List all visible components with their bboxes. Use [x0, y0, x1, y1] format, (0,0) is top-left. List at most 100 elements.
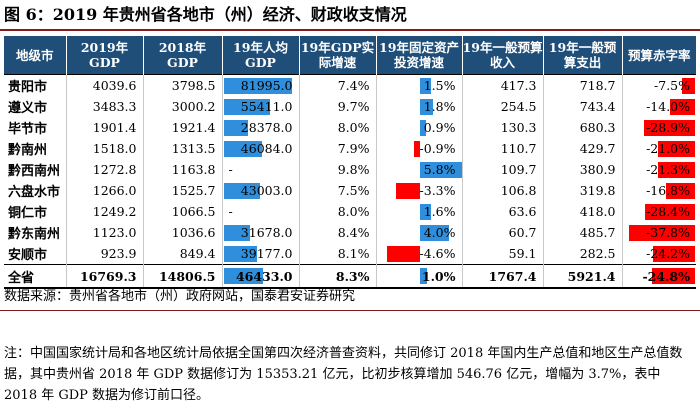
fai-value: -4.6% [419, 246, 456, 261]
revenue-value: 59.1 [462, 243, 544, 265]
deficit-bar [629, 225, 695, 241]
deficit-cell: -28.9% [622, 117, 696, 138]
expenditure-value: 418.0 [543, 201, 623, 222]
table-row: 遵义市 3483.3 3000.2 55411.0 9.7% 1.8% 254.5 743.4… [4, 96, 696, 117]
deficit-bar [658, 162, 695, 178]
gdp-2018-value: 1313.5 [143, 138, 223, 159]
deficit-value: -37.8% [646, 225, 690, 240]
gdp-growth-value: 7.5% [299, 180, 377, 201]
source-divider [0, 310, 700, 311]
title-divider [0, 29, 700, 31]
revenue-value: 60.7 [462, 222, 544, 243]
table-header-row: 地级市 2019年GDP 2018年GDP 19年人均GDP 19年GDP实际增… [4, 36, 696, 75]
deficit-cell: -21.3% [622, 159, 696, 180]
gdp-2019-value: 923.9 [66, 243, 144, 265]
col-header-deficit: 预算赤字率 [622, 36, 696, 75]
gdp-2018-value: 849.4 [143, 243, 223, 265]
deficit-value: -16.8% [646, 183, 690, 198]
figure-title: 图 6：2019 年贵州省各地市（州）经济、财政收支情况 [4, 5, 407, 24]
deficit-bar [666, 183, 695, 199]
col-header-fai: 19年固定资产投资增速 [376, 36, 463, 75]
gdp-2018-value: 1066.5 [143, 201, 223, 222]
gdp-growth-value: 8.0% [299, 117, 377, 138]
city-name: 黔西南州 [4, 159, 67, 180]
deficit-cell: -14.0% [622, 96, 696, 117]
expenditure-value: 319.8 [543, 180, 623, 201]
per-capita-cell: 28378.0 [222, 117, 300, 138]
deficit-cell: -24.2% [622, 243, 696, 265]
fai-value: 5.8% [423, 162, 456, 177]
col-header-per-capita: 19年人均GDP [222, 36, 300, 75]
expenditure-value: 718.7 [543, 74, 623, 96]
footnote: 注：中国国家统计局和各地区统计局依据全国第四次经济普查资料，共同修订 2018 … [4, 346, 683, 403]
fai-value: 1.8% [423, 99, 456, 114]
city-name: 全省 [4, 264, 67, 289]
gdp-growth-value: 8.1% [299, 243, 377, 265]
per-capita-value: 46433.0 [235, 268, 293, 284]
deficit-value: -24.2% [646, 246, 690, 261]
deficit-cell: -37.8% [622, 222, 696, 243]
expenditure-value: 485.7 [543, 222, 623, 243]
fai-value: 1.5% [423, 78, 456, 93]
deficit-bar [670, 99, 695, 115]
fai-bar [419, 78, 431, 94]
gdp-growth-value: 9.8% [299, 159, 377, 180]
per-capita-bar [223, 99, 270, 115]
fai-bar [419, 268, 427, 284]
city-name: 贵阳市 [4, 74, 67, 96]
per-capita-bar [223, 225, 250, 241]
deficit-value: -7.5% [654, 78, 690, 93]
gdp-2018-value: 1036.6 [143, 222, 223, 243]
per-capita-bar [223, 183, 260, 199]
per-capita-value: 31678.0 [240, 225, 293, 240]
fai-cell: 4.0% [376, 222, 463, 243]
table-body: 贵阳市 4039.6 3798.5 81995.0 7.4% 1.5% 417.3 718.7… [4, 74, 696, 289]
fai-cell: 0.9% [376, 117, 463, 138]
revenue-value: 254.5 [462, 96, 544, 117]
fai-bar [419, 162, 462, 178]
col-header-city: 地级市 [4, 36, 67, 75]
fai-cell: -4.6% [376, 243, 463, 265]
table-row: 贵阳市 4039.6 3798.5 81995.0 7.4% 1.5% 417.3 718.7… [4, 74, 696, 96]
per-capita-value: 46084.0 [240, 141, 293, 156]
per-capita-bar [223, 120, 248, 136]
fai-cell: -0.9% [376, 138, 463, 159]
table-row: 黔西南州 1272.8 1163.8- 9.8% 5.8% 109.7 380.9 -21.3… [4, 159, 696, 180]
city-name: 六盘水市 [4, 180, 67, 201]
fai-value: 1.0% [421, 268, 456, 284]
gdp-2019-value: 1272.8 [66, 159, 144, 180]
deficit-cell: -7.5% [622, 74, 696, 96]
gdp-2018-value: 1921.4 [143, 117, 223, 138]
fai-bar [419, 225, 449, 241]
gdp-2018-value: 3000.2 [143, 96, 223, 117]
table-total-row: 全省 16769.3 14806.5 46433.0 8.3% 1.0% 1767.4 592… [4, 264, 696, 289]
city-name: 黔东南州 [4, 222, 67, 243]
deficit-bar [658, 141, 695, 157]
fai-cell: 5.8% [376, 159, 463, 180]
revenue-value: 130.3 [462, 117, 544, 138]
gdp-2019-value: 1518.0 [66, 138, 144, 159]
col-header-growth: 19年GDP实际增速 [299, 36, 377, 75]
per-capita-value: 43003.0 [240, 183, 293, 198]
revenue-value: 109.7 [462, 159, 544, 180]
per-capita-value: 55411.0 [240, 99, 293, 114]
economic-fiscal-table: 地级市 2019年GDP 2018年GDP 19年人均GDP 19年GDP实际增… [4, 36, 696, 289]
table-row: 安顺市 923.9 849.4 39177.0 8.1% -4.6% 59.1 282.5 -2… [4, 243, 696, 265]
deficit-value: -14.0% [646, 99, 690, 114]
gdp-2019-value: 1266.0 [66, 180, 144, 201]
fai-value: 0.9% [423, 120, 456, 135]
deficit-cell: -16.8% [622, 180, 696, 201]
city-name: 遵义市 [4, 96, 67, 117]
fai-bar [413, 141, 420, 157]
per-capita-cell: - [222, 159, 300, 180]
table-row: 黔南州 1518.0 1313.5 46084.0 7.9% -0.9% 110.7 429.… [4, 138, 696, 159]
gdp-2019-value: 4039.6 [66, 74, 144, 96]
per-capita-value: 81995.0 [240, 78, 293, 93]
deficit-bar [645, 204, 695, 220]
city-name: 铜仁市 [4, 201, 67, 222]
per-capita-cell: - [222, 201, 300, 222]
fai-bar [386, 246, 420, 262]
col-header-gdp2018: 2018年GDP [143, 36, 223, 75]
gdp-growth-value: 8.4% [299, 222, 377, 243]
